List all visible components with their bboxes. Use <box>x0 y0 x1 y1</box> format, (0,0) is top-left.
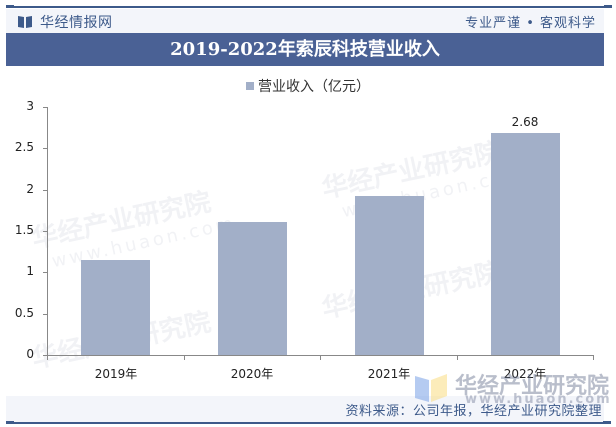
legend-swatch <box>246 82 254 90</box>
x-tick <box>184 355 185 360</box>
y-tick-label: 1 <box>26 264 34 278</box>
bar-2022 <box>491 133 560 355</box>
y-tick-label: 0.5 <box>14 306 34 320</box>
bottom-rule-cap <box>6 421 14 424</box>
y-axis <box>47 107 48 356</box>
y-tick-label: 2.5 <box>14 140 34 154</box>
x-tick <box>320 355 321 360</box>
y-tick-label: 0 <box>26 347 34 361</box>
bottom-rule <box>8 422 604 424</box>
watermark-brand: 华经产业研究院 <box>455 374 610 399</box>
watermark-logo-icon <box>415 374 447 402</box>
x-label: 2020年 <box>230 367 274 381</box>
chart-title: 2019-2022年索辰科技营业收入 <box>6 33 604 66</box>
y-tick <box>43 314 47 315</box>
brand-name: 华经情报网 <box>40 15 113 31</box>
y-tick-label: 1.5 <box>14 223 34 237</box>
brand-bar <box>6 9 604 33</box>
x-label: 2022年 <box>503 367 547 381</box>
y-tick <box>43 107 47 108</box>
y-tick <box>43 231 47 232</box>
top-rule <box>6 6 612 8</box>
y-tick <box>43 190 47 191</box>
data-label-2022: 2.68 <box>511 115 539 130</box>
top-rule-cap-right <box>604 5 612 8</box>
bar-2021 <box>355 196 424 355</box>
bottom-rule-cap <box>603 421 611 424</box>
y-tick <box>43 355 47 356</box>
x-tick <box>593 355 594 360</box>
top-rule-cap-left <box>6 5 14 8</box>
slogan: 专业严谨 • 客观科学 <box>465 16 596 31</box>
legend-label: 营业收入（亿元） <box>258 79 370 95</box>
y-tick-label: 2 <box>26 182 34 196</box>
x-tick <box>457 355 458 360</box>
footer-band <box>6 396 604 422</box>
x-label: 2021年 <box>367 367 411 381</box>
bar-2020 <box>218 221 287 355</box>
x-label: 2019年 <box>94 367 138 381</box>
watermark-url: www.huaon.com <box>465 392 612 407</box>
x-tick <box>47 355 48 360</box>
y-tick <box>43 272 47 273</box>
book-icon <box>18 16 32 28</box>
legend: 营业收入（亿元） <box>246 76 370 96</box>
bar-2019 <box>81 259 150 355</box>
y-tick-label: 3 <box>26 99 34 113</box>
source-note: 资料来源：公司年报，华经产业研究院整理 <box>345 404 602 419</box>
y-tick <box>43 148 47 149</box>
